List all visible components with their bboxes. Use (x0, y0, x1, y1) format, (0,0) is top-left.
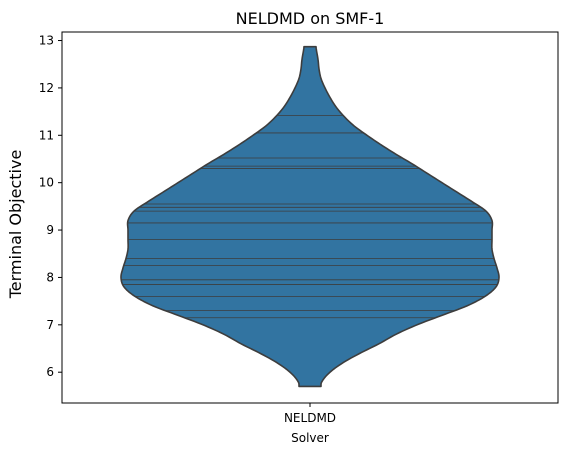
x-axis: NELDMD (284, 403, 336, 425)
y-axis-label: Terminal Objective (6, 150, 25, 300)
y-axis: 6 7 8 9 10 11 12 13 (39, 34, 62, 379)
y-tick-label: 10 (39, 176, 54, 190)
x-tick-label: NELDMD (284, 411, 336, 425)
violin-layer (120, 45, 500, 388)
chart-title: NELDMD on SMF-1 (236, 9, 385, 28)
y-tick-label: 11 (39, 128, 54, 142)
y-tick-label: 12 (39, 81, 54, 95)
y-tick-label: 7 (46, 318, 54, 332)
y-tick-label: 8 (46, 270, 54, 284)
x-axis-label: Solver (291, 431, 329, 445)
y-tick-label: 9 (46, 223, 54, 237)
violin-body (120, 45, 500, 388)
plot-area: 6 7 8 9 10 11 12 13 NELDMD (39, 31, 559, 425)
y-tick-label: 6 (46, 365, 54, 379)
y-tick-label: 13 (39, 34, 54, 48)
